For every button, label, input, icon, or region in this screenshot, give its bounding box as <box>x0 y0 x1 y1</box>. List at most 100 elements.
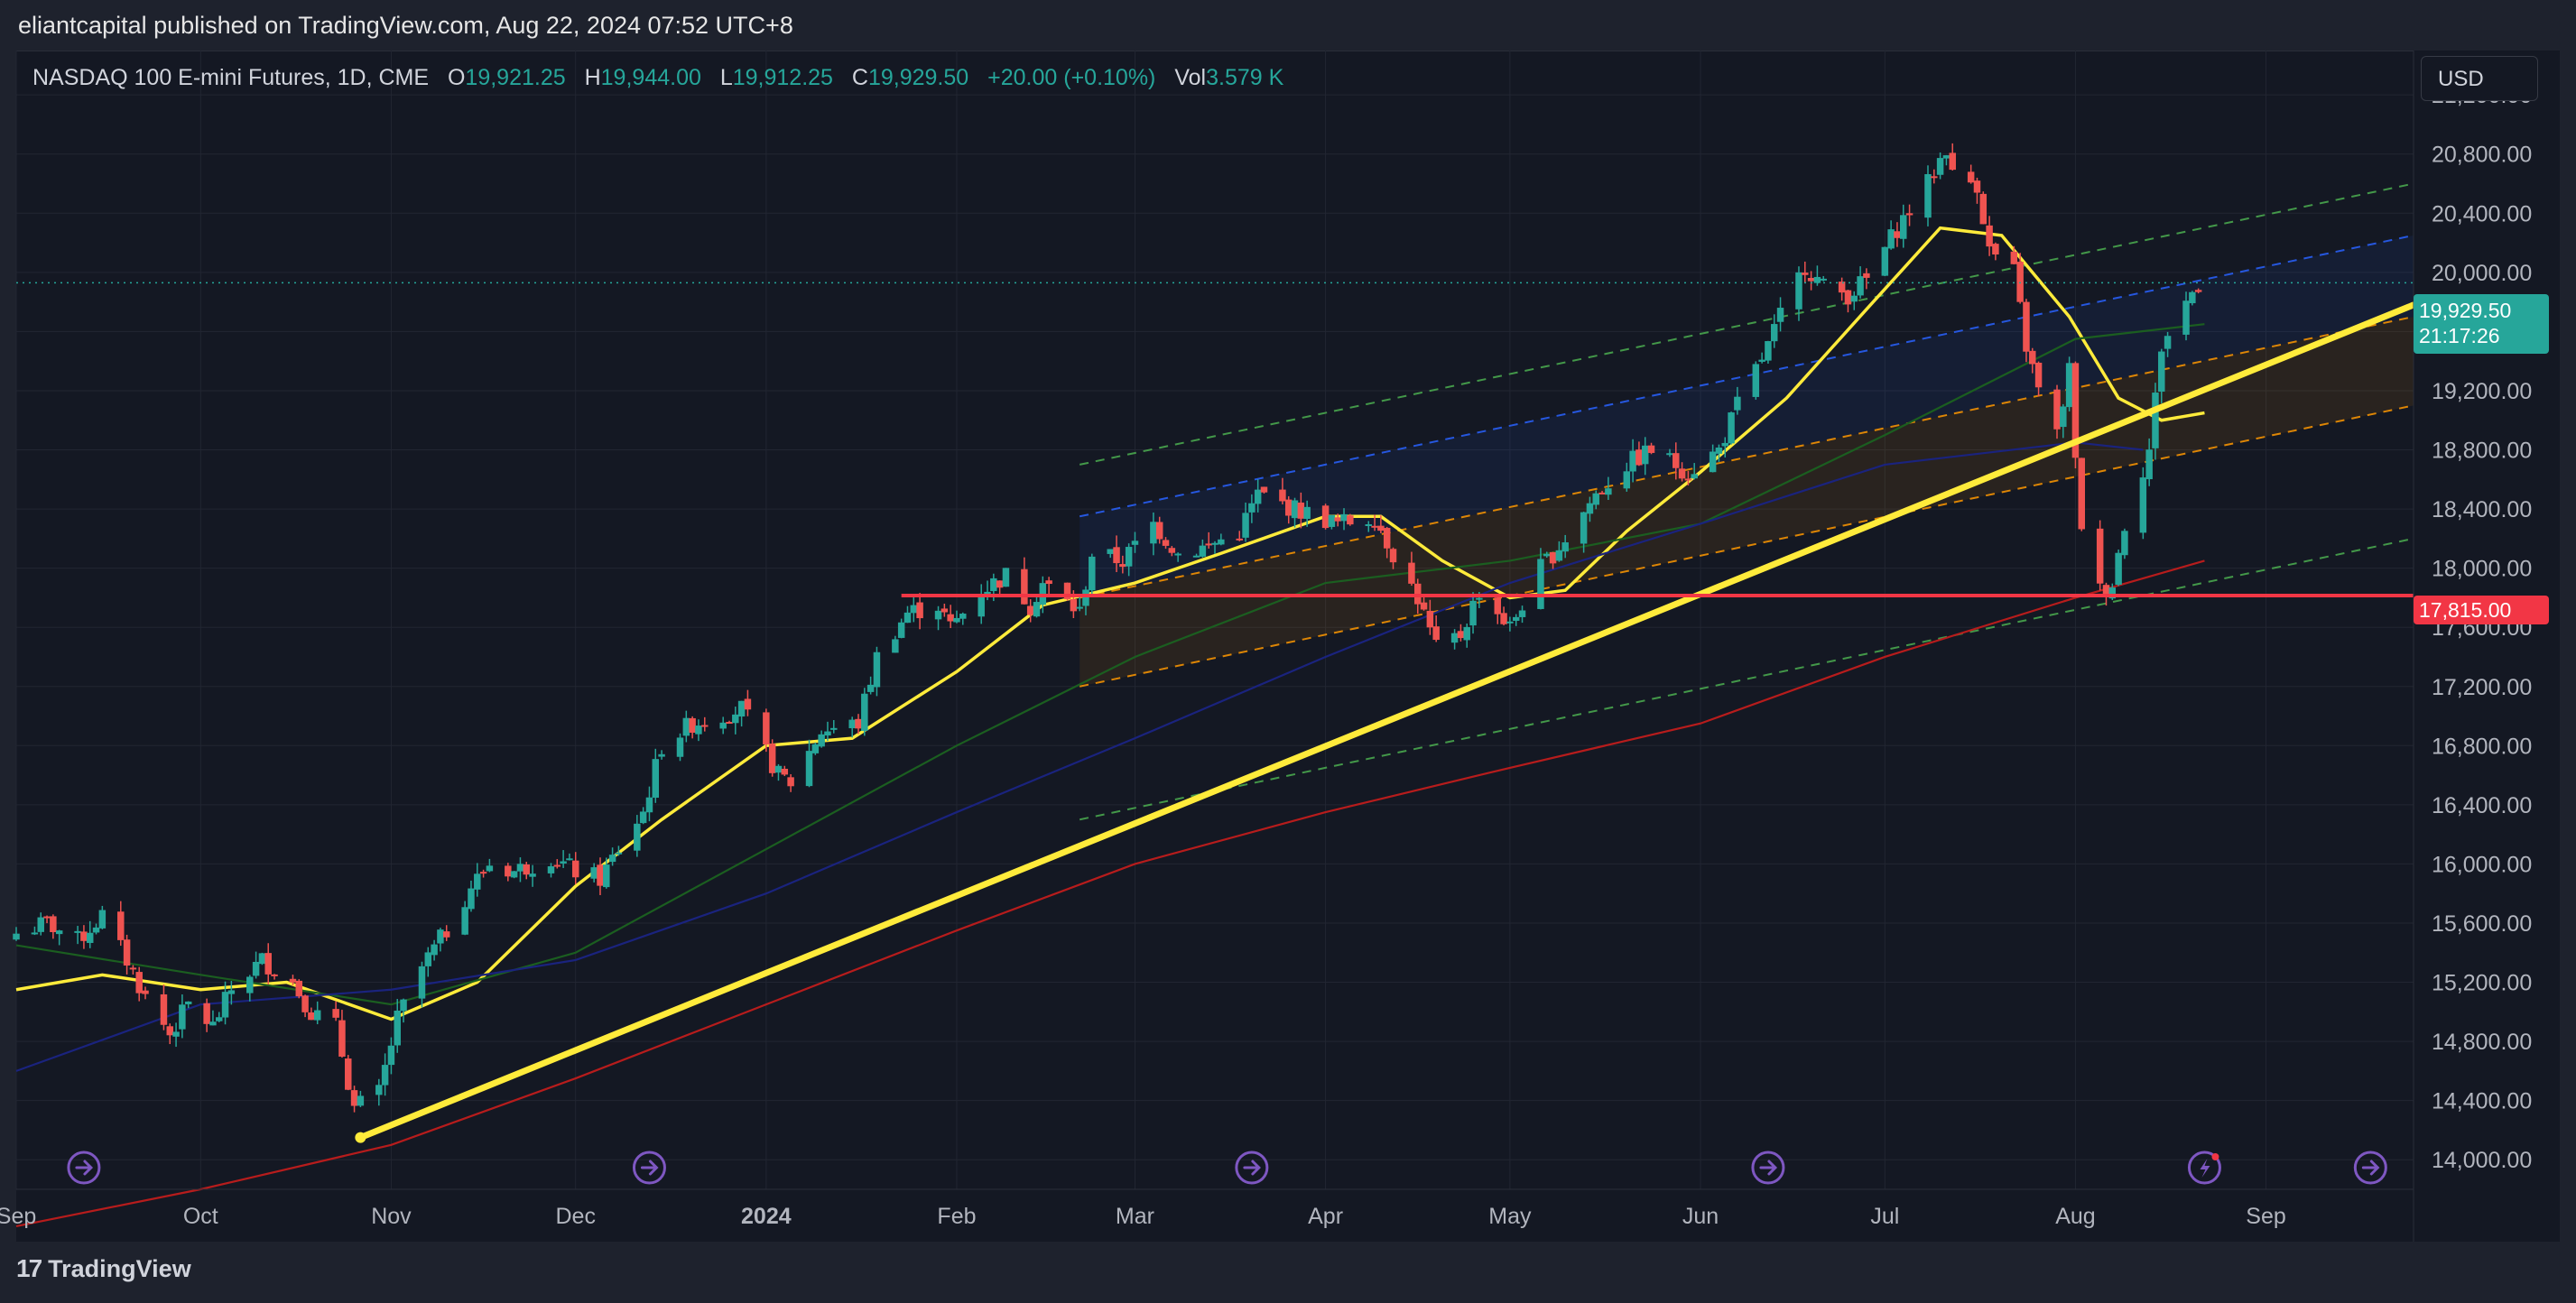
candle-body <box>135 972 143 993</box>
time-tick-label: Sep <box>0 1204 36 1229</box>
price-tick-label: 14,400.00 <box>2432 1089 2532 1114</box>
candle-body <box>2139 477 2147 533</box>
candle-body <box>1992 244 1999 255</box>
candle-body <box>774 765 783 773</box>
candle-body <box>375 1085 383 1095</box>
candle-body <box>1635 449 1643 466</box>
lightning-icon[interactable] <box>2187 1151 2221 1185</box>
candle-body <box>1709 451 1717 473</box>
currency-button[interactable]: USD <box>2421 56 2538 101</box>
price-tick-label: 15,200.00 <box>2432 971 2532 996</box>
candle-body <box>1512 616 1520 621</box>
candle-body <box>1334 517 1341 522</box>
forward-arrow-icon[interactable] <box>2353 1151 2387 1185</box>
open-label: O <box>447 65 466 90</box>
candle-body <box>1500 613 1507 624</box>
candle-body <box>2029 350 2036 365</box>
candle-body <box>1518 610 1526 617</box>
candle-body <box>1076 606 1083 609</box>
candle-body <box>1857 276 1864 296</box>
price-tick-label: 20,800.00 <box>2432 143 2532 168</box>
price-tick-label: 15,600.00 <box>2432 911 2532 937</box>
footer-bar <box>0 1242 2576 1303</box>
candle-body <box>271 974 278 976</box>
time-tick-label: Aug <box>2055 1204 2095 1229</box>
candle-body <box>2053 389 2061 430</box>
candle-body <box>1973 180 1981 193</box>
candle-body <box>1457 631 1465 639</box>
candle-body <box>1795 272 1802 310</box>
candle-body <box>916 602 923 619</box>
candle-body <box>1082 589 1089 606</box>
candle-body <box>2016 262 2024 302</box>
candle-body <box>1586 503 1594 514</box>
candle-body <box>461 907 468 935</box>
volume-label: Vol <box>1174 65 1207 90</box>
candle-body <box>1408 562 1415 584</box>
candle-body <box>2078 457 2085 530</box>
candle-body <box>246 976 254 993</box>
forward-arrow-icon[interactable] <box>1235 1151 1269 1185</box>
forward-arrow-icon[interactable] <box>632 1151 666 1185</box>
arrow-glyph <box>1759 1160 1778 1176</box>
candle-body <box>719 722 727 729</box>
candle-body <box>639 811 647 824</box>
candle-body <box>1549 551 1557 564</box>
candle-body <box>2023 301 2030 352</box>
candle-body <box>1844 290 1852 305</box>
candle-body <box>80 931 88 941</box>
forward-arrow-icon[interactable] <box>1751 1151 1785 1185</box>
candle-body <box>227 990 236 994</box>
low-value: 19,912.25 <box>732 65 833 90</box>
candle-body <box>1894 231 1901 238</box>
moving-average-long <box>15 559 2205 1228</box>
candle-body <box>1340 513 1348 522</box>
candle-body <box>1765 341 1772 361</box>
candle-body <box>2102 585 2110 596</box>
candle-body <box>1758 359 1765 362</box>
symbol-name[interactable]: NASDAQ 100 E-mini Futures, 1D, CME <box>32 65 430 90</box>
candle-body <box>1979 193 1988 225</box>
candle-body <box>953 617 960 623</box>
candle-body <box>400 999 407 1012</box>
candle-body <box>1107 549 1114 554</box>
candle-body <box>553 864 561 867</box>
candle-body <box>123 939 131 966</box>
candle-body <box>1211 542 1219 545</box>
candle-body <box>2145 449 2153 480</box>
candle-body <box>560 861 567 864</box>
candle-body <box>1168 548 1176 553</box>
candle-body <box>1242 513 1249 538</box>
candle-body <box>117 911 125 940</box>
candle-body <box>431 944 438 956</box>
candle-body <box>1673 453 1680 468</box>
close-value: 19,929.50 <box>867 65 969 90</box>
candle-body <box>726 722 733 725</box>
price-tick-label: 16,000.00 <box>2432 852 2532 877</box>
candle-body <box>1291 500 1299 519</box>
candle-body <box>1924 174 1932 218</box>
chart-area[interactable] <box>16 51 2560 1243</box>
candle-body <box>1469 600 1477 626</box>
candle-body <box>1371 525 1378 528</box>
candle-body <box>1537 559 1544 609</box>
candle-body <box>1623 471 1631 489</box>
candlestick-chart[interactable]: 14,000.00 14,400.00 14,800.00 15,200.00 15,6… <box>0 0 2576 1242</box>
candle-body <box>1905 213 1913 216</box>
candle-body <box>203 1003 210 1024</box>
candle-body <box>313 1010 321 1021</box>
forward-arrow-icon[interactable] <box>67 1151 101 1185</box>
candle-body <box>1347 515 1354 525</box>
tradingview-logo[interactable]: 17 TradingView <box>16 1254 191 1283</box>
candle-body <box>1561 542 1569 552</box>
candle-body <box>1026 605 1034 615</box>
candle-body <box>744 698 752 710</box>
candle-body <box>1383 528 1391 549</box>
candle-body <box>510 871 518 878</box>
candle-body <box>941 608 949 613</box>
candle-body <box>934 610 942 620</box>
candle-body <box>903 612 912 624</box>
moving-average-mid <box>15 323 2205 1006</box>
price-tick-label: 18,400.00 <box>2432 497 2532 522</box>
candle-body <box>2096 528 2104 584</box>
